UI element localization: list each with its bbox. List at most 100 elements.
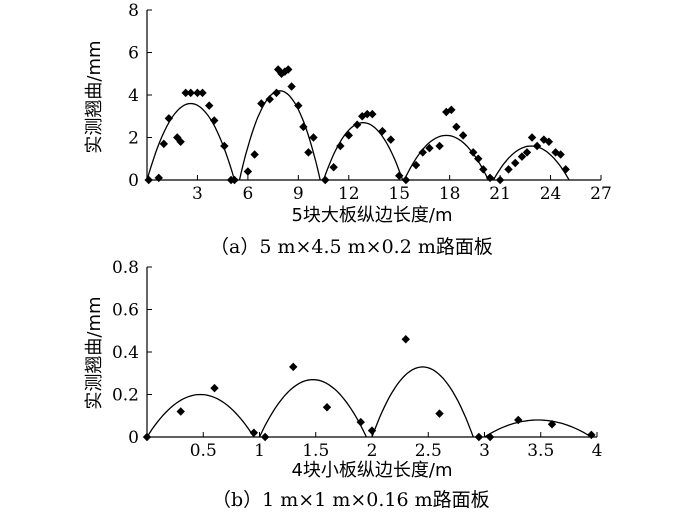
fit-curve: [484, 419, 592, 438]
fit-curve: [238, 90, 321, 181]
data-point: [587, 430, 596, 440]
data-point: [561, 165, 570, 174]
data-point: [458, 131, 468, 140]
x-tick-label: 3: [479, 441, 490, 461]
data-point: [289, 362, 298, 372]
x-axis-label: 4块小板纵边长度/m: [291, 460, 452, 481]
y-tick-label: 0.6: [112, 301, 139, 321]
data-point: [386, 135, 396, 144]
data-point: [260, 432, 270, 442]
x-tick-label: 6: [242, 184, 253, 204]
data-point: [547, 420, 557, 429]
fit-curve: [258, 378, 367, 438]
fit-curve: [492, 145, 570, 181]
data-point: [210, 116, 219, 125]
x-tick-label: 4: [592, 441, 603, 461]
data-point: [205, 101, 214, 110]
data-point: [186, 88, 195, 98]
data-point: [401, 175, 411, 185]
y-tick-label: 6: [128, 44, 139, 64]
x-tick-label: 21: [489, 184, 511, 204]
chart-b: 0 0.2 0.4 0.6 0.8 0.5 1 1.5 2 2.5 3 3.5 4 4块小板纵边长度/m 实…: [84, 258, 602, 481]
y-tick-label: 0.2: [112, 386, 139, 406]
data-point: [210, 383, 219, 393]
data-point: [322, 403, 332, 412]
data-point: [485, 432, 495, 442]
data-point: [517, 152, 527, 161]
data-point: [474, 432, 484, 442]
data-point: [154, 173, 163, 183]
x-tick-label: 3: [192, 184, 203, 204]
data-point: [551, 148, 560, 157]
data-point: [344, 131, 353, 140]
data-point: [250, 150, 259, 159]
x-tick-label: 27: [590, 184, 612, 204]
data-point: [367, 426, 377, 435]
data-point: [299, 122, 308, 132]
data-point: [544, 137, 554, 146]
caption-b: （b）1 m×1 m×0.16 m路面板: [212, 489, 490, 511]
fit-curve: [146, 393, 255, 438]
y-tick-label: 2: [128, 129, 139, 149]
data-point: [495, 175, 505, 185]
data-point: [164, 114, 174, 123]
data-point: [309, 133, 318, 142]
data-point: [336, 141, 345, 151]
data-point: [230, 175, 239, 185]
x-tick-label: 2.5: [415, 441, 442, 461]
data-point: [329, 163, 338, 172]
caption-a: （a）5 m×4.5 m×0.2 m路面板: [210, 236, 493, 258]
data-point: [532, 141, 542, 151]
x-tick-label: 9: [293, 184, 304, 204]
data-point: [418, 148, 427, 157]
data-point: [142, 432, 152, 442]
data-point: [284, 65, 293, 74]
y-tick-label: 0: [128, 171, 139, 191]
data-point: [504, 165, 513, 174]
data-point: [425, 143, 434, 153]
data-point: [198, 88, 207, 98]
y-tick-label: 4: [128, 86, 139, 106]
data-point: [401, 335, 410, 344]
x-tick-label: 24: [540, 184, 562, 204]
y-tick-label: 0.4: [112, 343, 139, 363]
data-point: [265, 95, 274, 104]
data-point: [294, 101, 303, 110]
data-point: [304, 148, 313, 157]
data-point: [435, 141, 444, 151]
y-tick-label: 0: [128, 428, 139, 448]
data-point: [511, 158, 520, 168]
data-point: [527, 133, 537, 142]
y-axis-label: 实测翘曲/mm: [84, 296, 105, 409]
fit-curve: [322, 121, 404, 181]
data-point: [363, 109, 372, 119]
fit-curve: [371, 366, 474, 438]
x-axis-label: 5块大板纵边长度/m: [291, 205, 452, 226]
y-axis-label: 实测翘曲/mm: [84, 40, 105, 153]
x-tick-label: 2: [367, 441, 378, 461]
x-tick-label: 18: [439, 184, 461, 204]
data-point: [352, 120, 362, 129]
x-tick-label: 1.5: [302, 441, 329, 461]
data-point: [378, 126, 387, 136]
data-point: [159, 139, 169, 149]
data-point: [176, 137, 185, 146]
y-tick-label: 0.8: [112, 258, 139, 278]
x-tick-label: 1: [254, 441, 265, 461]
data-point: [144, 175, 153, 185]
data-point: [539, 135, 549, 144]
data-point: [176, 407, 185, 416]
x-tick-label: 15: [388, 184, 410, 204]
data-point: [287, 82, 296, 91]
data-point: [522, 148, 532, 157]
data-point: [469, 148, 478, 157]
data-point: [356, 417, 365, 427]
x-tick-label: 0.5: [190, 441, 217, 461]
data-point: [479, 165, 488, 174]
data-point: [447, 105, 456, 115]
data-point: [220, 141, 229, 151]
y-tick-label: 8: [128, 1, 139, 21]
data-point: [243, 167, 253, 176]
